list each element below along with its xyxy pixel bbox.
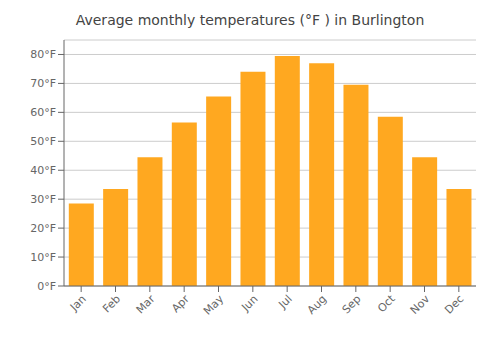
svg-text:Oct: Oct (375, 292, 398, 315)
svg-text:Aug: Aug (305, 292, 329, 316)
svg-text:Feb: Feb (100, 292, 123, 315)
svg-text:Dec: Dec (442, 292, 466, 316)
svg-text:70°F: 70°F (30, 77, 56, 90)
svg-text:Apr: Apr (169, 292, 192, 315)
svg-text:10°F: 10°F (30, 251, 56, 264)
svg-text:50°F: 50°F (30, 135, 56, 148)
svg-text:Jan: Jan (67, 292, 89, 314)
svg-text:80°F: 80°F (30, 48, 56, 61)
svg-text:40°F: 40°F (30, 164, 56, 177)
svg-text:0°F: 0°F (37, 280, 56, 293)
svg-text:Jul: Jul (276, 292, 295, 311)
svg-text:Sep: Sep (340, 292, 364, 316)
svg-text:20°F: 20°F (30, 222, 56, 235)
svg-text:60°F: 60°F (30, 106, 56, 119)
svg-text:May: May (201, 292, 227, 318)
svg-text:Nov: Nov (408, 292, 433, 317)
svg-text:30°F: 30°F (30, 193, 56, 206)
svg-text:Jun: Jun (238, 292, 260, 314)
svg-text:Mar: Mar (134, 292, 158, 316)
html-text:Average monthly temperatures (: Average monthly temperatures (°F ) in Bu… (75, 12, 425, 28)
